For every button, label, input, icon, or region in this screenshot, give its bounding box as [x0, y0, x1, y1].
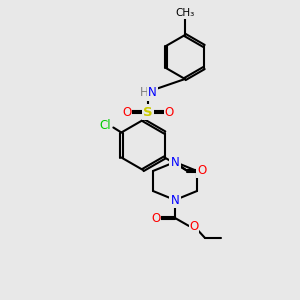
Text: O: O	[189, 220, 199, 232]
Text: N: N	[171, 155, 179, 169]
Text: S: S	[143, 106, 153, 118]
Text: CH₃: CH₃	[176, 8, 195, 18]
Text: H: H	[140, 86, 148, 100]
Text: O: O	[164, 106, 174, 118]
Text: HN: HN	[139, 86, 157, 100]
Text: N: N	[171, 194, 179, 206]
Text: O: O	[152, 212, 160, 224]
Text: Cl: Cl	[100, 119, 111, 132]
Text: O: O	[122, 106, 132, 118]
Text: N: N	[148, 86, 156, 100]
Text: O: O	[197, 164, 206, 177]
